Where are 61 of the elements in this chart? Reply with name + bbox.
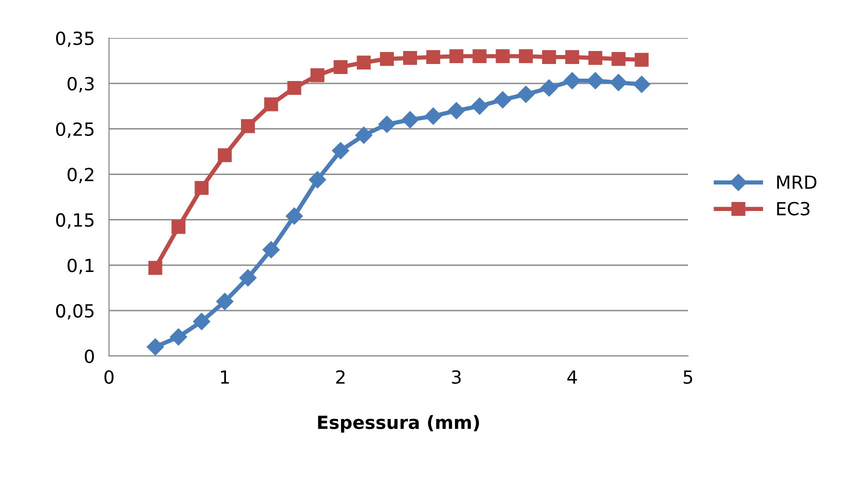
point — [494, 91, 512, 108]
point — [426, 50, 440, 64]
y-tick-label: 0,05 — [56, 304, 94, 320]
point — [310, 68, 324, 82]
y-tick-label: 0,25 — [56, 122, 94, 138]
point — [472, 49, 487, 64]
x-tick-label: 1 — [221, 370, 229, 384]
x-tick-label: 3 — [452, 370, 461, 384]
point — [517, 86, 534, 103]
point — [287, 81, 302, 95]
point — [378, 116, 396, 133]
point — [634, 52, 649, 67]
x-tick-label: 0 — [104, 370, 114, 384]
point — [542, 50, 556, 64]
point — [612, 52, 626, 66]
point — [424, 108, 442, 125]
point — [194, 180, 209, 195]
point — [172, 220, 186, 234]
point — [633, 76, 650, 93]
legend-label: EC3 — [777, 202, 810, 216]
point — [449, 49, 464, 64]
point — [565, 50, 580, 64]
point — [239, 269, 257, 286]
point — [308, 171, 326, 188]
point — [380, 52, 394, 66]
point — [355, 126, 372, 144]
x-tick-label: 5 — [684, 370, 692, 384]
y-tick-label: 0,1 — [68, 258, 94, 274]
point — [146, 338, 164, 356]
point — [518, 49, 533, 64]
point — [564, 72, 581, 90]
point — [356, 56, 371, 70]
x-tick-label: 2 — [336, 370, 345, 384]
point — [170, 328, 188, 346]
point — [218, 148, 232, 162]
point — [403, 51, 418, 65]
point — [471, 98, 488, 115]
point — [610, 74, 628, 92]
point — [334, 60, 348, 74]
x-axis-title: Espessura (mm) — [318, 415, 479, 433]
y-tick-label: 0 — [84, 349, 94, 364]
point — [262, 241, 280, 258]
point — [241, 119, 255, 134]
point — [216, 292, 234, 310]
x-tick-label: 4 — [567, 370, 577, 384]
point — [448, 102, 465, 120]
point — [588, 51, 602, 65]
y-tick-label: 0,15 — [56, 213, 94, 229]
point — [332, 142, 350, 160]
point — [496, 49, 510, 64]
y-tick-label: 0,2 — [68, 168, 94, 184]
point — [586, 72, 604, 90]
point — [286, 208, 303, 225]
y-tick-label: 0,35 — [56, 31, 94, 47]
point — [264, 97, 278, 112]
point — [193, 312, 210, 330]
point — [402, 111, 419, 128]
point — [540, 79, 558, 97]
legend-label: MRD — [777, 176, 816, 189]
point — [148, 260, 162, 275]
y-tick-label: 0,3 — [68, 76, 94, 92]
